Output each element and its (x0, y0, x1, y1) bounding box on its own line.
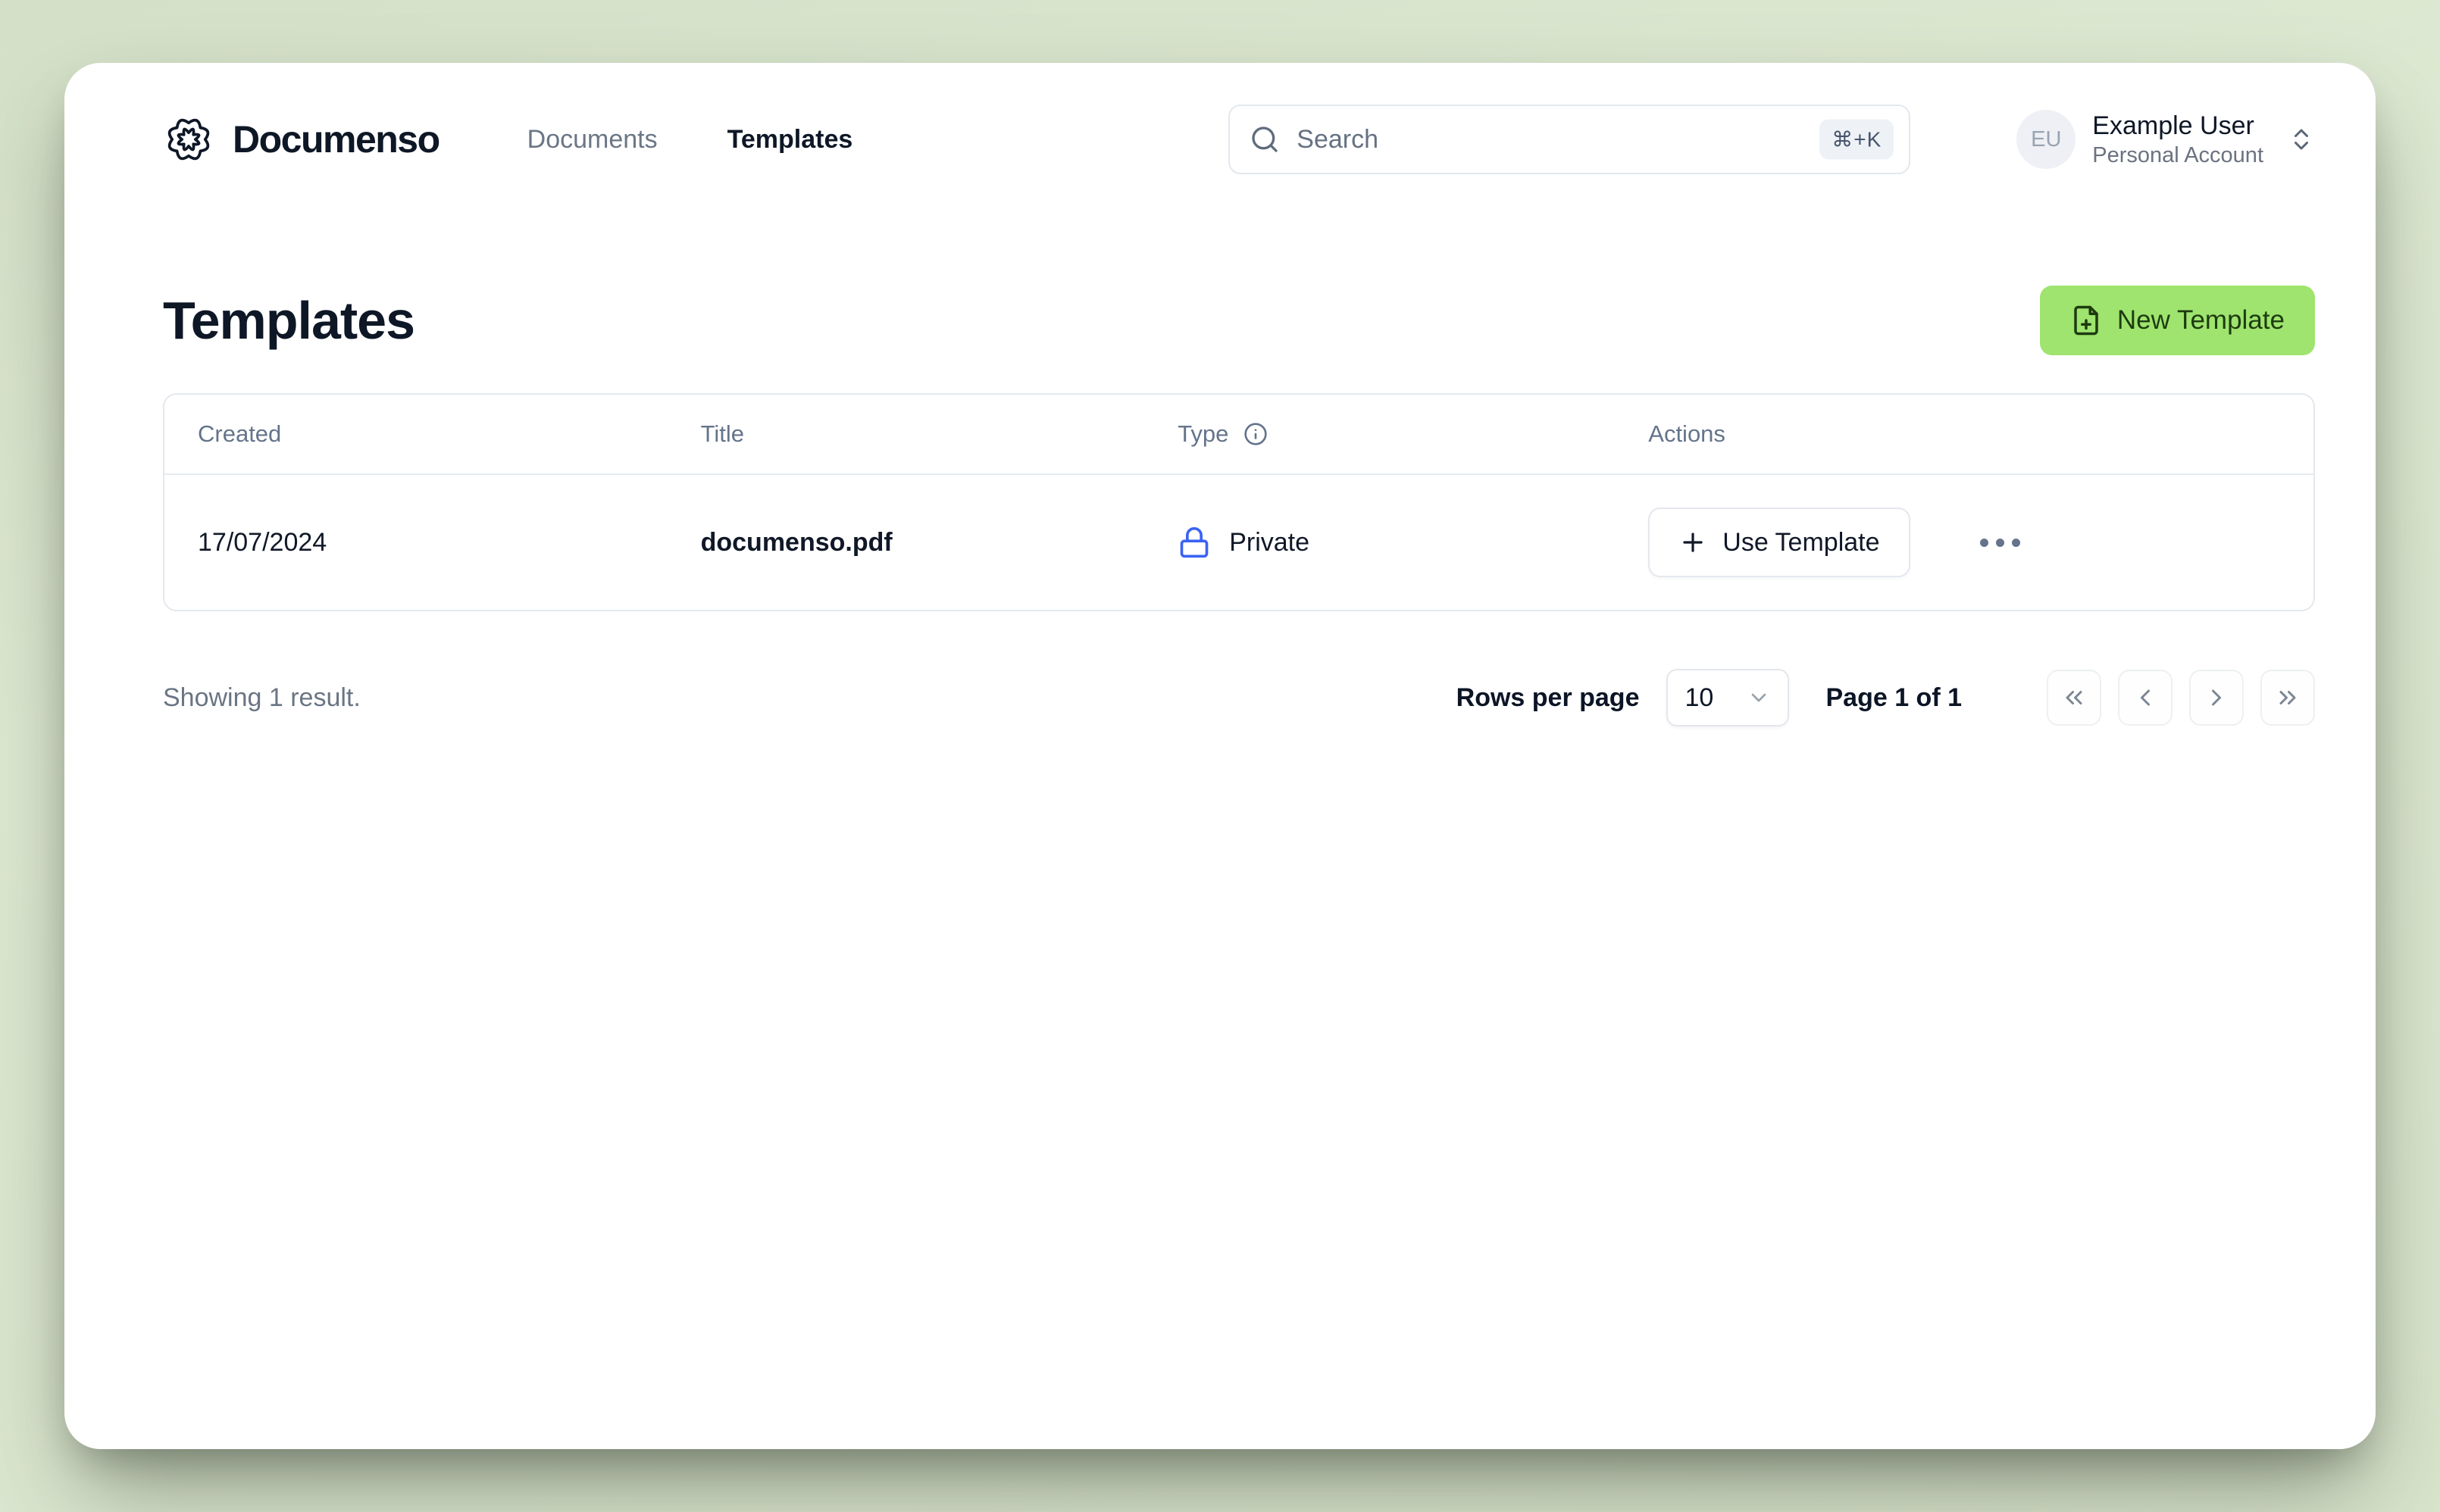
next-page-button[interactable] (2189, 670, 2244, 726)
cell-title: documenso.pdf (700, 527, 893, 557)
page-title-row: Templates New Template (163, 286, 2315, 355)
new-template-button[interactable]: New Template (2039, 286, 2315, 355)
plus-icon (1683, 533, 1703, 552)
search-icon (1252, 127, 1278, 152)
rows-per-page-value: 10 (1685, 683, 1714, 712)
brand[interactable]: Documenso (163, 114, 440, 165)
documenso-logo-icon (167, 118, 210, 161)
table-row: 17/07/2024 documenso.pdf Private Use Tem… (164, 475, 2313, 610)
page-title: Templates (163, 291, 415, 350)
results-summary: Showing 1 result. (163, 683, 361, 712)
column-header-created: Created (198, 420, 282, 447)
main-nav: Documents Templates (527, 125, 853, 155)
search-shortcut-badge: ⌘+K (1819, 119, 1894, 160)
table-footer: Showing 1 result. Rows per page 10 Page … (163, 669, 2315, 726)
previous-page-button[interactable] (2118, 670, 2173, 726)
nav-documents[interactable]: Documents (527, 124, 658, 154)
avatar: EU (2016, 110, 2076, 169)
pagination-controls: Rows per page 10 Page 1 of 1 (1456, 669, 2315, 726)
info-icon[interactable] (1243, 422, 1268, 446)
app-window: Documenso Documents Templates ⌘+K EU Exa… (64, 63, 2376, 1449)
first-page-button[interactable] (2047, 670, 2101, 726)
chevron-right-icon (2212, 689, 2221, 706)
type-label: Private (1229, 527, 1310, 557)
new-template-label: New Template (2116, 305, 2285, 335)
rows-per-page-label: Rows per page (1456, 683, 1640, 712)
ellipsis-icon (1979, 538, 1988, 547)
chevrons-up-down-icon (2295, 129, 2308, 150)
use-template-button[interactable]: Use Template (1648, 508, 1910, 577)
brand-name: Documenso (233, 118, 440, 161)
search-input[interactable] (1297, 124, 1722, 155)
templates-table: Created Title Type Actions 17/07/2024 do… (163, 393, 2315, 611)
cell-type: Private (1144, 526, 1615, 559)
search-box[interactable]: ⌘+K (1228, 105, 1911, 174)
chevrons-right-icon (2279, 691, 2296, 704)
cell-created: 17/07/2024 (198, 527, 327, 557)
column-header-type: Type (1144, 420, 1615, 448)
column-header-actions: Actions (1648, 420, 1725, 447)
table-header-row: Created Title Type Actions (164, 395, 2313, 475)
use-template-label: Use Template (1722, 527, 1880, 557)
user-menu[interactable]: EU Example User Personal Account (2016, 110, 2315, 170)
user-name: Example User (2092, 111, 2254, 140)
app-header: Documenso Documents Templates ⌘+K EU Exa… (163, 63, 2315, 174)
user-account-type: Personal Account (2092, 143, 2263, 168)
user-info: Example User Personal Account (2092, 110, 2263, 170)
lock-icon (1180, 526, 1209, 558)
file-plus-icon (2074, 305, 2098, 336)
chevron-left-icon (2141, 689, 2150, 706)
row-more-options-button[interactable] (1968, 526, 2032, 559)
last-page-button[interactable] (2260, 670, 2315, 726)
chevron-down-icon (1752, 693, 1766, 702)
pager (2047, 670, 2315, 726)
chevrons-left-icon (2066, 691, 2082, 704)
nav-templates[interactable]: Templates (727, 124, 853, 154)
cell-actions: Use Template (1615, 508, 2313, 577)
rows-per-page-select[interactable]: 10 (1666, 669, 1790, 726)
page-indicator: Page 1 of 1 (1825, 683, 1962, 712)
column-header-title: Title (700, 420, 745, 447)
